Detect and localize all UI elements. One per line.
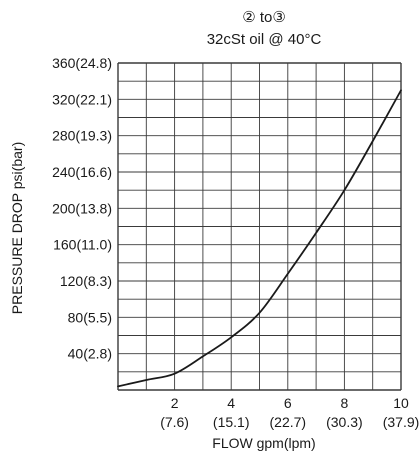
y-axis-label: PRESSURE DROP psi(bar) bbox=[9, 142, 25, 314]
x-tick-sublabel: (30.3) bbox=[326, 414, 363, 430]
pressure-drop-curve bbox=[117, 89, 402, 388]
x-tick-sublabel: (37.9) bbox=[383, 414, 420, 430]
y-tick-label: 320(22.1) bbox=[52, 91, 112, 107]
y-tick-label: 80(5.5) bbox=[68, 309, 112, 325]
y-tick-label: 240(16.6) bbox=[52, 164, 112, 180]
y-tick-label: 280(19.3) bbox=[52, 128, 112, 144]
y-tick-label: 200(13.8) bbox=[52, 200, 112, 216]
grid bbox=[117, 62, 402, 391]
y-tick-labels: 40(2.8) 80(5.5) 120(8.3) 160(11.0) 200(13.8)… bbox=[52, 55, 112, 362]
x-tick-label: 10 bbox=[393, 395, 409, 411]
x-tick-label: 4 bbox=[227, 395, 235, 411]
x-tick-label: 6 bbox=[284, 395, 292, 411]
x-tick-sublabel: (15.1) bbox=[213, 414, 250, 430]
y-tick-label: 120(8.3) bbox=[60, 273, 112, 289]
y-tick-label: 160(11.0) bbox=[53, 237, 112, 253]
x-tick-labels: 2 (7.6) 4 (15.1) 6 (22.7) 8 (30.3) 10 (37.9) bbox=[160, 395, 419, 430]
chart-title-line-2: 32cSt oil @ 40°C bbox=[207, 31, 322, 48]
x-tick-label: 8 bbox=[341, 395, 349, 411]
x-tick-sublabel: (22.7) bbox=[270, 414, 307, 430]
chart-title-line-1: ② to③ bbox=[242, 9, 286, 26]
y-tick-label: 40(2.8) bbox=[68, 346, 112, 362]
x-axis-label: FLOW gpm(lpm) bbox=[212, 435, 315, 451]
x-tick-sublabel: (7.6) bbox=[160, 414, 189, 430]
x-tick-label: 2 bbox=[171, 395, 179, 411]
y-tick-label: 360(24.8) bbox=[52, 55, 112, 71]
series-layer bbox=[117, 89, 402, 388]
